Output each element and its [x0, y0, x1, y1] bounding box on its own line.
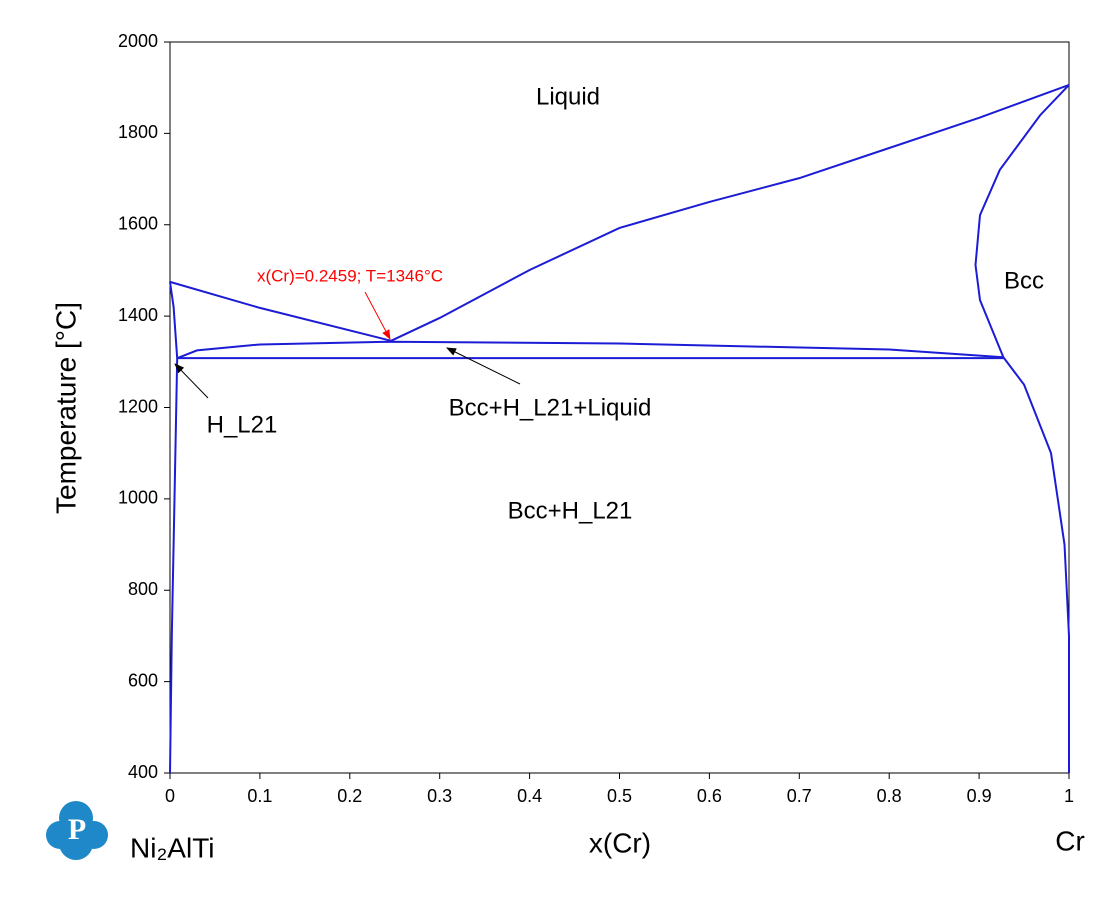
- y-tick-label: 1800: [118, 122, 158, 142]
- annotation: Bcc: [1004, 267, 1044, 294]
- annotation-arrow: [446, 347, 521, 385]
- x-tick-label: 0.3: [427, 786, 452, 806]
- system-label: Ni₂AlTi: [130, 832, 215, 863]
- y-tick-label: 1000: [118, 488, 158, 508]
- phase-boundary: [169, 281, 179, 359]
- y-tick-label: 2000: [118, 31, 158, 51]
- annotation: x(Cr)=0.2459; T=1346°C: [257, 266, 443, 285]
- x-tick-label: 0: [165, 786, 175, 806]
- annotation: Liquid: [536, 83, 600, 110]
- annotation: H_L21: [207, 411, 278, 438]
- phase-boundary: [169, 280, 392, 342]
- annotation-arrow: [364, 291, 391, 340]
- y-tick-label: 400: [128, 762, 158, 782]
- x-tick-label: 0.2: [337, 786, 362, 806]
- y-tick-label: 800: [128, 579, 158, 599]
- x-tick-label: 0.6: [697, 786, 722, 806]
- x-tick-label: 0.1: [247, 786, 272, 806]
- x-axis-label: x(Cr): [589, 827, 651, 858]
- x-tick-label: 0.5: [607, 786, 632, 806]
- phase-boundary: [169, 358, 179, 774]
- y-tick-label: 1600: [118, 214, 158, 234]
- svg-text:P: P: [68, 813, 86, 846]
- annotation: Bcc+H_L21+Liquid: [449, 394, 652, 421]
- phase-boundary: [974, 84, 1070, 358]
- y-axis-label: Temperature [°C]: [50, 302, 81, 514]
- annotation-arrow: [174, 363, 209, 399]
- logo: P: [46, 801, 108, 860]
- y-tick-label: 600: [128, 670, 158, 690]
- y-tick-label: 1400: [118, 305, 158, 325]
- x-tick-label: 0.8: [877, 786, 902, 806]
- annotation: Bcc+H_L21: [508, 497, 633, 524]
- element-label: Cr: [1055, 825, 1085, 856]
- phase-boundary: [1002, 356, 1070, 773]
- x-tick-label: 0.7: [787, 786, 812, 806]
- x-tick-label: 0.9: [967, 786, 992, 806]
- phase-boundary: [176, 340, 1004, 360]
- phase-boundary: [390, 84, 1070, 342]
- x-tick-label: 0.4: [517, 786, 542, 806]
- y-tick-label: 1200: [118, 396, 158, 416]
- x-tick-label: 1: [1064, 786, 1074, 806]
